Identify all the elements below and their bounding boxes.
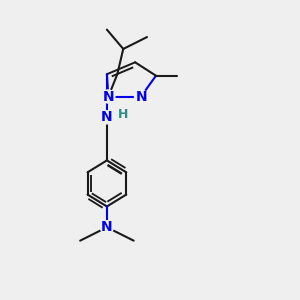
Circle shape (134, 90, 148, 103)
Text: N: N (101, 220, 113, 234)
Text: N: N (101, 110, 113, 124)
Circle shape (102, 90, 115, 103)
Circle shape (100, 111, 113, 124)
Circle shape (100, 221, 113, 234)
Text: N: N (103, 89, 114, 103)
Text: H: H (118, 108, 128, 122)
Text: N: N (135, 89, 147, 103)
